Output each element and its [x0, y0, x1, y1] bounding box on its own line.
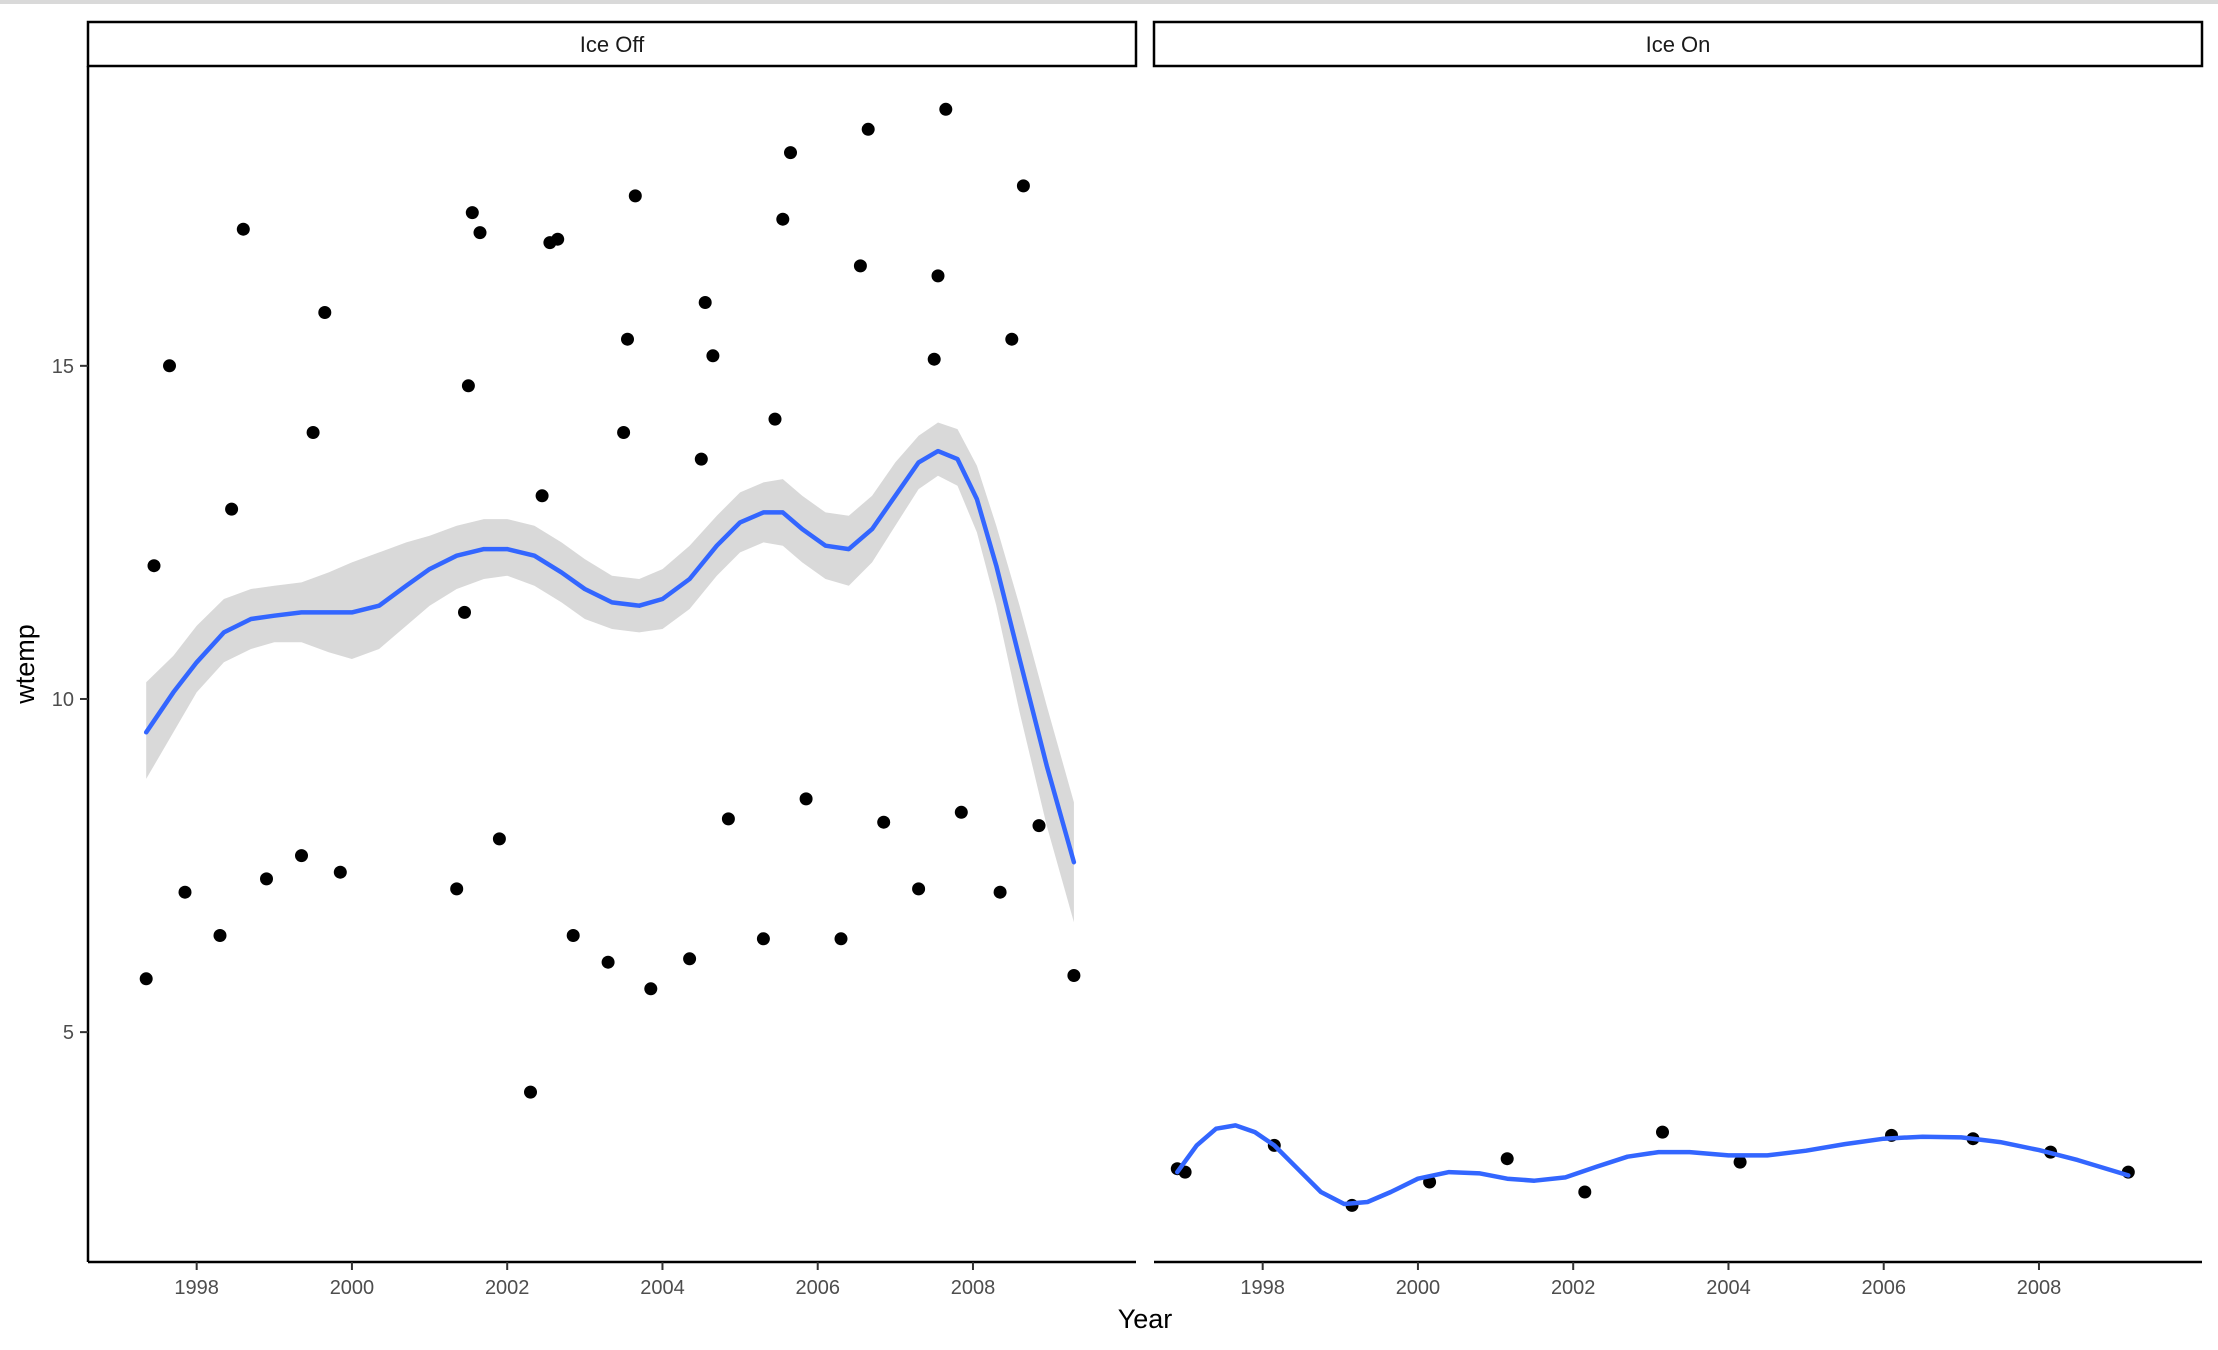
data-point: [163, 359, 176, 373]
data-point: [147, 559, 161, 573]
data-point: [566, 929, 580, 942]
data-point: [1733, 1155, 1747, 1169]
data-point: [1500, 1152, 1514, 1166]
data-point: [1067, 969, 1081, 982]
x-tick-label: 2004: [640, 1277, 685, 1299]
data-point: [601, 955, 615, 969]
data-point: [178, 885, 192, 899]
facet-strip-label: Ice Off: [580, 32, 645, 57]
data-point: [768, 412, 782, 426]
data-point: [834, 932, 848, 946]
x-tick-label: 2006: [1861, 1277, 1906, 1299]
data-point: [628, 189, 642, 203]
data-point: [993, 885, 1007, 899]
facet-strip: [1152, 20, 2204, 68]
x-tick-label: 2000: [330, 1277, 375, 1299]
y-tick-label: 15: [52, 356, 74, 378]
data-point: [644, 982, 658, 996]
data-point: [698, 296, 712, 309]
y-axis-title: wtemp: [10, 624, 40, 705]
panel-ice-off: Ice Off 1998 2000 2002 2004 2006 2008 5 10 15: [52, 20, 1138, 1299]
data-point: [721, 812, 735, 826]
data-point: [318, 306, 332, 319]
data-point: [784, 146, 797, 160]
confidence-ribbon: [146, 422, 1074, 923]
smooth-line: [143, 448, 1077, 865]
data-point: [1656, 1125, 1669, 1139]
data-point: [617, 426, 631, 439]
window-top-border: [0, 0, 2218, 4]
x-tick-label: 2002: [485, 1277, 530, 1299]
data-point: [683, 952, 697, 966]
data-point: [473, 226, 487, 240]
data-point: [535, 489, 549, 503]
x-axis-title: Year: [1118, 1304, 1173, 1334]
axis-titles: Year wtemp: [10, 624, 1172, 1334]
data-point: [306, 426, 320, 439]
data-point: [1016, 179, 1030, 193]
data-point: [927, 352, 941, 366]
facet-strip: [86, 20, 1138, 68]
data-point: [1032, 819, 1046, 833]
x-tick-label: 2000: [1396, 1277, 1441, 1299]
x-tick-label: 2008: [951, 1277, 996, 1299]
data-point: [756, 932, 770, 946]
y-tick-label: 10: [52, 689, 74, 711]
smooth-line: [1175, 1123, 2131, 1207]
data-point: [877, 815, 891, 829]
data-point: [912, 882, 926, 896]
x-tick-label: 2008: [2017, 1277, 2062, 1299]
data-point: [461, 379, 475, 393]
data-point: [551, 232, 565, 246]
data-point: [458, 605, 471, 619]
data-point: [954, 805, 968, 819]
data-point: [853, 259, 867, 273]
data-point: [213, 929, 227, 942]
data-point: [799, 792, 813, 806]
data-point: [492, 832, 506, 846]
data-point: [524, 1085, 537, 1099]
data-point: [776, 212, 790, 226]
panel-ice-on: Ice On 1998 2000 2002 2004 2006 2008: [1152, 20, 2204, 1299]
x-tick-label: 2002: [1551, 1277, 1596, 1299]
data-point: [225, 502, 239, 516]
data-point: [939, 102, 953, 116]
data-point: [706, 349, 720, 363]
x-tick-label: 2004: [1706, 1277, 1751, 1299]
x-tick-label: 1998: [1240, 1277, 1285, 1299]
data-point: [260, 872, 273, 886]
data-point: [236, 222, 250, 236]
data-point: [139, 972, 153, 986]
data-point: [931, 269, 945, 283]
data-point: [333, 865, 347, 879]
y-tick-label: 5: [63, 1022, 74, 1044]
data-point: [450, 882, 464, 896]
data-point: [1578, 1185, 1592, 1199]
data-point: [621, 332, 634, 346]
data-point: [861, 122, 875, 136]
data-point: [1005, 332, 1019, 346]
facet-strip-label: Ice On: [1646, 32, 1711, 57]
data-point: [694, 452, 708, 466]
x-tick-label: 1998: [174, 1277, 219, 1299]
data-point: [295, 849, 308, 863]
data-point: [465, 206, 479, 220]
x-tick-label: 2006: [795, 1277, 840, 1299]
